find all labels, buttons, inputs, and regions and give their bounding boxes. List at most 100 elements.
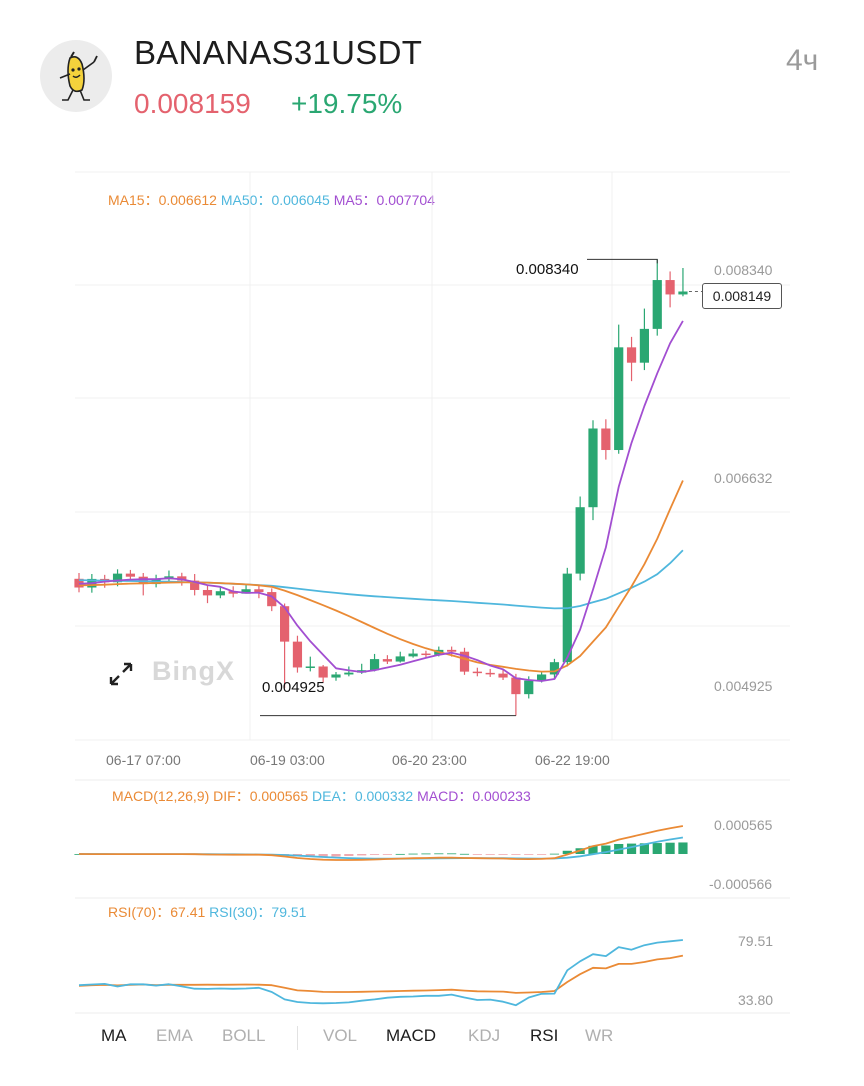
ma15-line bbox=[78, 480, 684, 673]
tab-vol[interactable]: VOL bbox=[323, 1026, 358, 1045]
price-axis-label-mid: 0.006632 bbox=[714, 470, 773, 486]
high-price-label: 0.008340 bbox=[516, 261, 579, 278]
current-price-tag: 0.008149 bbox=[702, 283, 782, 309]
candle-body bbox=[331, 674, 341, 678]
expand-arrows-icon[interactable] bbox=[108, 661, 134, 687]
tab-kdj[interactable]: KDJ bbox=[468, 1026, 501, 1045]
macd-histogram-bar bbox=[395, 853, 405, 855]
macd-histogram-bar bbox=[498, 854, 508, 855]
dif-line bbox=[78, 825, 684, 861]
candle-body bbox=[601, 428, 611, 451]
dea-value: 0.000332 bbox=[354, 788, 414, 804]
macd-histogram-bar bbox=[408, 853, 418, 855]
bingx-watermark: BingX bbox=[152, 656, 235, 686]
macd-histogram-bar bbox=[305, 854, 315, 857]
rsi70-value: 67.41 bbox=[170, 904, 206, 920]
ma15-label: MA15： bbox=[108, 192, 159, 208]
candle-body bbox=[382, 659, 392, 662]
candle-body bbox=[408, 653, 418, 657]
candle-body bbox=[292, 641, 303, 668]
candle-body bbox=[498, 673, 508, 678]
low-price-label: 0.004925 bbox=[262, 679, 325, 696]
candle-body bbox=[344, 672, 354, 675]
high-marker-line bbox=[587, 258, 658, 264]
macd-histogram-bar bbox=[421, 853, 431, 855]
candle-body bbox=[190, 580, 200, 590]
x-tick-label: 06-17 07:00 bbox=[106, 752, 181, 768]
candle-body bbox=[485, 672, 495, 675]
candle-body bbox=[549, 662, 560, 675]
macd-histogram-bar bbox=[537, 854, 547, 855]
candle-body bbox=[202, 589, 213, 596]
macd-histogram-bar bbox=[639, 843, 649, 854]
candle-body bbox=[562, 573, 572, 663]
candle-body bbox=[537, 674, 547, 681]
macd-histogram-bar bbox=[318, 854, 328, 857]
ma-legend: MA15：0.006612 MA50：0.006045 MA5：0.007704 bbox=[108, 190, 435, 210]
candle-body bbox=[652, 280, 662, 329]
interval-selector[interactable]: 4ч bbox=[786, 44, 819, 77]
candle-body bbox=[588, 428, 598, 508]
candle-body bbox=[524, 680, 534, 695]
macd-axis-label-bottom: -0.000566 bbox=[709, 876, 773, 892]
x-tick-label: 06-22 19:00 bbox=[535, 752, 610, 768]
tab-wr[interactable]: WR bbox=[585, 1026, 614, 1045]
candle-body bbox=[665, 280, 675, 295]
x-tick-label: 06-19 03:00 bbox=[250, 752, 325, 768]
candle-body bbox=[280, 606, 290, 642]
dif-value: 0.000565 bbox=[249, 788, 309, 804]
price-change: +19.75% bbox=[291, 88, 403, 119]
macd-histogram-bar bbox=[678, 842, 688, 854]
candle-body bbox=[228, 591, 238, 594]
indicator-tabs: MA EMA BOLL VOL MACD KDJ RSI WR bbox=[0, 1026, 864, 1056]
candle-body bbox=[112, 573, 123, 583]
rsi30-line bbox=[78, 939, 683, 1007]
ma5-value: 0.007704 bbox=[376, 192, 435, 208]
candle-body bbox=[395, 656, 405, 662]
macd-histogram-bar bbox=[652, 843, 662, 854]
macd-histogram-bar bbox=[601, 845, 611, 854]
tab-ema[interactable]: EMA bbox=[156, 1026, 193, 1045]
rsi-axis-label-bottom: 33.80 bbox=[738, 992, 774, 1008]
rsi70-label: RSI(70)： bbox=[108, 904, 171, 920]
ma5-line bbox=[78, 320, 684, 682]
rsi70-line bbox=[78, 954, 684, 994]
price-axis-label-bottom: 0.004925 bbox=[714, 678, 773, 694]
macd-histogram-bar bbox=[434, 853, 444, 855]
ma15-value: 0.006612 bbox=[158, 192, 217, 208]
candle-body bbox=[626, 347, 637, 363]
avatar bbox=[40, 40, 112, 112]
tab-divider bbox=[297, 1026, 298, 1050]
macd-histogram-bar bbox=[459, 853, 470, 855]
rsi-axis-label-top: 79.51 bbox=[738, 933, 774, 949]
candle-body bbox=[267, 592, 277, 607]
price-axis-label-top: 0.008340 bbox=[714, 262, 773, 278]
macd-histogram-bar bbox=[344, 854, 354, 856]
ma5-label: MA5： bbox=[333, 192, 377, 208]
macd-histogram-bar bbox=[562, 850, 572, 854]
tab-boll[interactable]: BOLL bbox=[222, 1026, 266, 1045]
ma50-value: 0.006045 bbox=[271, 192, 330, 208]
candle-body bbox=[177, 576, 187, 581]
candle-body bbox=[447, 649, 457, 652]
banana-mascot-icon bbox=[59, 51, 98, 101]
rsi30-value: 79.51 bbox=[271, 904, 307, 920]
last-price: 0.008159 bbox=[134, 88, 251, 119]
dif-label: DIF： bbox=[213, 788, 250, 804]
macd-histogram-bar bbox=[369, 854, 380, 855]
macd-params-label: MACD(12,26,9) bbox=[112, 788, 210, 804]
macd-histogram-bar bbox=[447, 853, 457, 855]
candle-body bbox=[254, 589, 264, 593]
tab-ma[interactable]: MA bbox=[101, 1026, 127, 1045]
macd-histogram-bar bbox=[331, 854, 341, 857]
tab-rsi[interactable]: RSI bbox=[530, 1026, 559, 1045]
candle-body bbox=[125, 573, 135, 577]
macd-histogram-bar bbox=[665, 842, 675, 854]
tab-macd[interactable]: MACD bbox=[386, 1026, 437, 1045]
symbol-title: BANANAS31USDT bbox=[134, 34, 423, 71]
candle-body bbox=[575, 507, 585, 574]
dea-label: DEA： bbox=[312, 788, 355, 804]
x-tick-label: 06-20 23:00 bbox=[392, 752, 467, 768]
macd-histogram-bar bbox=[626, 843, 637, 854]
